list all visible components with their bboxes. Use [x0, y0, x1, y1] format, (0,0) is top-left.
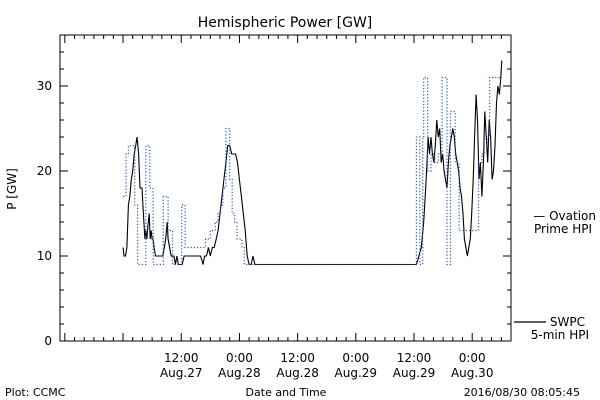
x-axis: 12:00Aug.270:00Aug.2812:00Aug.280:00Aug.… — [64, 35, 512, 380]
x-tick-label-time: 0:00 — [342, 351, 369, 365]
series-ovation-prime-hpi — [123, 76, 502, 266]
x-tick-label-time: 12:00 — [397, 351, 432, 365]
x-tick-label-date: Aug.28 — [276, 366, 319, 380]
y-tick-label: 0 — [44, 334, 52, 348]
y-axis-label: P [GW] — [5, 168, 19, 210]
plot-frame — [59, 34, 512, 342]
x-axis-label: Date and Time — [246, 386, 327, 399]
series-layer — [122, 60, 503, 266]
y-axis: 0 10 20 30 — [37, 34, 511, 348]
x-tick-label-date: Aug.27 — [160, 366, 203, 380]
y-tick-label: 30 — [37, 79, 52, 93]
x-tick-label-time: 12:00 — [164, 351, 199, 365]
plot-credit: Plot: CCMC — [5, 386, 66, 399]
x-tick-label-time: 12:00 — [280, 351, 315, 365]
legend-swpc-label-line2: 5-min HPI — [531, 328, 589, 342]
legend-ovation-label: — Ovation — [533, 209, 596, 223]
series-swpc-5-min-hpi — [122, 60, 503, 266]
plot-timestamp: 2016/08/30 08:05:45 — [464, 386, 580, 399]
legend-swpc-label: SWPC — [550, 315, 585, 329]
legend-ovation-label-line2: Prime HPI — [534, 222, 592, 236]
y-tick-label: 10 — [37, 249, 52, 263]
x-tick-label-date: Aug.29 — [393, 366, 436, 380]
x-tick-label-time: 0:00 — [226, 351, 253, 365]
y-tick-label: 20 — [37, 164, 52, 178]
x-tick-label-date: Aug.28 — [218, 366, 261, 380]
x-tick-label-date: Aug.29 — [335, 366, 378, 380]
x-tick-label-date: Aug.30 — [451, 366, 494, 380]
x-tick-label-time: 0:00 — [459, 351, 486, 365]
chart-title: Hemispheric Power [GW] — [198, 15, 373, 31]
